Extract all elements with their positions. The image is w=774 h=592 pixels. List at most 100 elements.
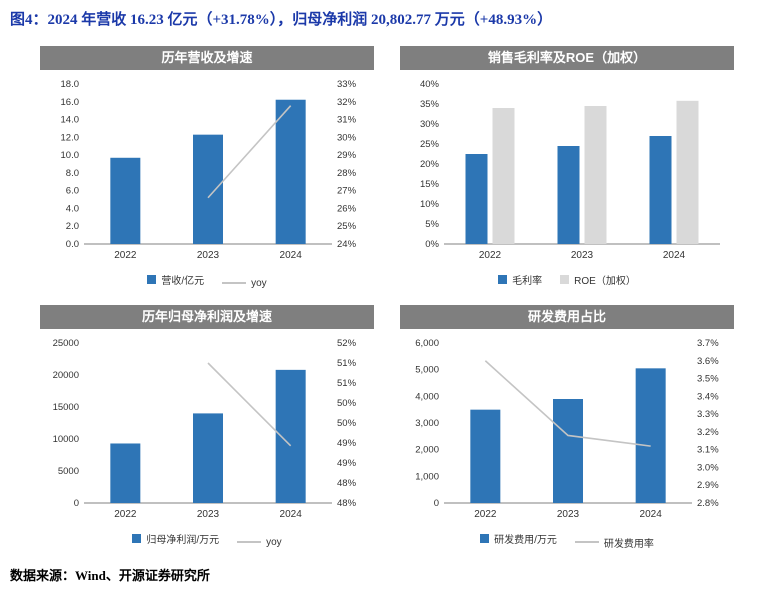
- chart-canvas: 0% 5% 10% 15% 20% 25% 30% 35% 40% 2022 2023 2024: [420, 79, 720, 261]
- left-axis-tick-label: 0%: [425, 239, 439, 250]
- data-source: 数据来源：Wind、开源证券研究所: [10, 568, 210, 583]
- right-axis-tick-label: 31%: [337, 115, 357, 126]
- right-axis-tick-label: 27%: [337, 186, 357, 197]
- left-axis-tick-label: 15%: [420, 179, 440, 190]
- left-axis-tick-label: 4.0: [66, 203, 79, 214]
- right-axis-tick-label: 3.1%: [697, 445, 719, 456]
- right-axis-tick-label: 49%: [337, 438, 357, 449]
- left-axis-tick-label: 20000: [53, 370, 79, 381]
- panel-header-rd-expense: 研发费用占比: [400, 305, 734, 329]
- bar-归母净利润/万元-2024: [275, 369, 306, 503]
- bar-研发费用/万元-2023: [553, 399, 583, 503]
- right-axis-tick-label: 24%: [337, 239, 357, 250]
- bar-毛利率-2022: [465, 154, 488, 244]
- category-label: 2022: [479, 250, 502, 261]
- category-label: 2022: [474, 509, 497, 520]
- right-axis-tick-label: 3.2%: [697, 427, 719, 438]
- legend-label: yoy: [266, 536, 282, 548]
- bar-ROE（加权）-2024: [676, 100, 699, 244]
- legend-label: 营收/亿元: [161, 276, 205, 287]
- legend-label: 研发费用率: [603, 538, 654, 550]
- left-axis-tick-label: 20%: [420, 159, 440, 170]
- left-axis-tick-label: 15000: [53, 402, 79, 413]
- right-axis-tick-label: 2.8%: [697, 498, 719, 509]
- right-axis-tick-label: 25%: [337, 221, 357, 232]
- left-axis-tick-label: 5,000: [415, 365, 439, 376]
- left-axis-tick-label: 16.0: [61, 97, 80, 108]
- panel-margin-roe: 销售毛利率及ROE（加权） 0% 5% 10% 15% 20% 25% 30% 35% 40% 2…: [400, 46, 734, 289]
- legend-net-profit: 归母净利润/万元 yoy: [40, 530, 374, 548]
- legend-item: 研发费用/万元: [480, 531, 557, 546]
- right-axis-tick-label: 3.6%: [697, 356, 719, 367]
- left-axis-tick-label: 25%: [420, 139, 440, 150]
- left-axis-tick-label: 5%: [425, 219, 439, 230]
- category-label: 2022: [114, 509, 137, 520]
- category-label: 2024: [280, 250, 303, 261]
- left-axis-tick-label: 30%: [420, 119, 440, 130]
- charts-grid: 历年营收及增速 0.0 2.0 4.0 6.0 8.0 10.0 12.0 14.0 16.0 1…: [40, 46, 734, 550]
- legend-item: 毛利率: [498, 272, 542, 287]
- left-axis-tick-label: 5000: [58, 466, 79, 477]
- left-axis-tick-label: 3,000: [415, 418, 439, 429]
- legend-label: 研发费用/万元: [494, 535, 557, 546]
- right-axis-tick-label: 48%: [337, 478, 357, 489]
- bar-毛利率-2024: [649, 136, 672, 244]
- left-axis-tick-label: 10%: [420, 199, 440, 210]
- trend-line-yoy: [207, 105, 292, 199]
- legend-swatch-icon: [147, 275, 157, 284]
- left-axis-tick-label: 18.0: [61, 79, 80, 90]
- legend-label: 毛利率: [512, 276, 543, 287]
- panel-header-margin-roe: 销售毛利率及ROE（加权）: [400, 46, 734, 70]
- panel-header-revenue: 历年营收及增速: [40, 46, 374, 70]
- left-axis-tick-label: 4,000: [415, 391, 439, 402]
- legend-label: 归母净利润/万元: [146, 535, 220, 546]
- left-axis-tick-label: 25000: [53, 338, 79, 349]
- left-axis-tick-label: 2.0: [66, 221, 79, 232]
- chart-canvas: 0 1,000 2,000 3,000 4,000 5,000 6,000 2.8% 2.9% 3…: [415, 338, 719, 520]
- panel-revenue-growth: 历年营收及增速 0.0 2.0 4.0 6.0 8.0 10.0 12.0 14.0 16.0 1…: [40, 46, 374, 289]
- left-axis-tick-label: 8.0: [66, 168, 79, 179]
- left-axis-tick-label: 0: [434, 498, 439, 509]
- legend-item: 研发费用率: [574, 535, 654, 550]
- right-axis-tick-label: 48%: [337, 498, 357, 509]
- chart-canvas: 0 5000 10000 15000 20000 25000 48% 48% 49% 49% 50%…: [53, 338, 357, 520]
- left-axis-tick-label: 1,000: [415, 471, 439, 482]
- legend-rd-expense: 研发费用/万元 研发费用率: [400, 530, 734, 550]
- left-axis-tick-label: 10.0: [61, 150, 80, 161]
- legend-label: yoy: [251, 277, 267, 289]
- left-axis-tick-label: 6.0: [66, 186, 79, 197]
- bar-营收/亿元-2023: [193, 134, 223, 244]
- right-axis-tick-label: 3.0%: [697, 462, 719, 473]
- bar-归母净利润/万元-2022: [110, 443, 141, 503]
- left-axis-tick-label: 10000: [53, 434, 79, 445]
- bar-营收/亿元-2024: [275, 99, 306, 244]
- category-label: 2022: [114, 250, 137, 261]
- legend-revenue: 营收/亿元 yoy: [40, 271, 374, 289]
- left-axis-tick-label: 0.0: [66, 239, 79, 250]
- right-axis-tick-label: 3.5%: [697, 374, 719, 385]
- legend-swatch-icon: [560, 275, 570, 284]
- right-axis-tick-label: 3.7%: [697, 338, 719, 349]
- right-axis-tick-label: 30%: [337, 132, 357, 143]
- panel-net-profit-growth: 历年归母净利润及增速 0 5000 10000 15000 20000 25000 48% 4…: [40, 305, 374, 548]
- panel-rd-expense: 研发费用占比 0 1,000 2,000 3,000 4,000 5,000 6,000 2.…: [400, 305, 734, 550]
- left-axis-tick-label: 0: [74, 498, 79, 509]
- chart-revenue: 0.0 2.0 4.0 6.0 8.0 10.0 12.0 14.0 16.0 18.0 24% 25…: [40, 74, 374, 271]
- left-axis-tick-label: 2,000: [415, 445, 439, 456]
- left-axis-tick-label: 14.0: [61, 115, 80, 126]
- category-label: 2024: [640, 509, 663, 520]
- left-axis-tick-label: 35%: [420, 99, 440, 110]
- bar-归母净利润/万元-2023: [193, 413, 223, 503]
- right-axis-tick-label: 3.3%: [697, 409, 719, 420]
- right-axis-tick-label: 33%: [337, 79, 357, 90]
- chart-margin-roe: 0% 5% 10% 15% 20% 25% 30% 35% 40% 2022 2023 2024: [400, 74, 734, 271]
- category-label: 2023: [197, 509, 220, 520]
- legend-item: 营收/亿元: [147, 272, 204, 287]
- legend-swatch-icon: [480, 534, 490, 543]
- bar-研发费用/万元-2022: [470, 409, 501, 503]
- right-axis-tick-label: 2.9%: [697, 480, 719, 491]
- right-axis-tick-label: 28%: [337, 168, 357, 179]
- trend-line-yoy: [207, 362, 292, 447]
- legend-swatch-icon: [132, 534, 142, 543]
- bar-毛利率-2023: [557, 146, 580, 244]
